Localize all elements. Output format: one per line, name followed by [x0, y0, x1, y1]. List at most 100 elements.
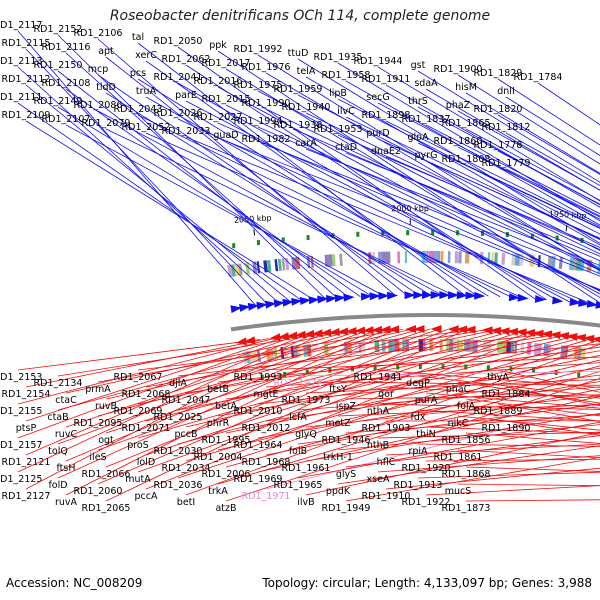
forward-gene-label: RD1_1808	[442, 154, 491, 165]
reverse-gene-label: thiN	[416, 429, 436, 440]
reverse-gene-label: pccB	[175, 429, 198, 440]
reverse-gene-label: RD1_1972	[274, 378, 323, 389]
outer-tick-mark	[530, 233, 534, 239]
reverse-gene-label: nthB	[367, 440, 389, 451]
reverse-gene-label: mgtE	[253, 389, 278, 400]
reverse-gene-arrow	[481, 326, 493, 335]
reverse-leader-line	[145, 331, 521, 456]
reverse-leader-line	[17, 333, 314, 473]
forward-leader-line	[497, 78, 600, 146]
forward-gene-arrow	[317, 295, 329, 304]
reverse-gene-label: RD1_1903	[362, 423, 411, 434]
map-title: Roseobacter denitrificans OCh 114, compl…	[109, 8, 491, 24]
reverse-gene-label: betB	[207, 384, 229, 395]
forward-leader-line	[137, 114, 512, 298]
reverse-leader-line	[377, 431, 600, 439]
forward-leader-line	[385, 156, 600, 248]
forward-leader-line	[97, 38, 396, 296]
reverse-leader-line	[305, 395, 600, 428]
forward-gene-label: RD1_2062	[162, 54, 211, 65]
forward-gene-arrow	[586, 299, 599, 308]
forward-leader-line	[65, 52, 338, 299]
reverse-leader-line	[145, 332, 539, 490]
reverse-gene-arrow	[447, 325, 459, 334]
reverse-leader-line	[385, 420, 600, 422]
forward-gene-label: RD1_2106	[74, 28, 123, 39]
forward-leader-line	[137, 42, 466, 296]
forward-leader-line	[257, 90, 600, 271]
reverse-leader-line	[465, 432, 600, 444]
forward-leader-line	[425, 160, 600, 239]
forward-gene-arrow	[265, 300, 277, 309]
reverse-gene-arrow	[328, 327, 340, 336]
reverse-leader-line	[57, 329, 386, 479]
forward-gene-label: RD1_1935	[314, 52, 363, 63]
forward-leader-line	[265, 144, 600, 277]
forward-gene-label: RD1_1812	[482, 122, 531, 133]
forward-gene-label: RD1_2041	[154, 72, 203, 83]
outer-track-feature	[458, 251, 462, 264]
reverse-gene-label: RD1_1995	[202, 435, 251, 446]
reverse-gene-label: fdx	[411, 412, 426, 423]
reverse-gene-arrow	[591, 335, 600, 344]
forward-leader-line	[465, 92, 600, 174]
reverse-leader-line	[465, 466, 600, 472]
scale-label: 2050 kbp	[234, 213, 272, 225]
forward-leader-line	[337, 98, 600, 235]
inner-tick-mark	[532, 368, 536, 374]
forward-gene-label: RD1_1959	[274, 84, 323, 95]
reverse-gene-label: ruvC	[55, 429, 78, 440]
outer-track-feature	[310, 255, 314, 268]
outer-track-feature	[519, 253, 524, 266]
reverse-leader-line	[105, 328, 431, 434]
reverse-gene-arrow	[294, 330, 307, 339]
outer-tick-mark	[381, 230, 385, 236]
reverse-gene-arrow	[490, 326, 502, 335]
reverse-leader-line	[385, 467, 600, 490]
forward-leader-line	[257, 126, 600, 275]
forward-gene-label: purD	[366, 128, 389, 139]
reverse-gene-label: RD1_1993	[234, 372, 283, 383]
reverse-gene-label: RD1_2012	[242, 423, 291, 434]
forward-gene-label: RD1_1975	[234, 80, 283, 91]
reverse-leader-line	[17, 335, 296, 439]
forward-gene-label: dnlI	[497, 86, 515, 97]
reverse-leader-line	[425, 485, 600, 496]
forward-gene-label: RD1_1976	[242, 62, 291, 73]
reverse-leader-line	[417, 471, 600, 479]
inner-tick-mark	[396, 364, 400, 370]
reverse-gene-label: RD1_2121	[2, 457, 51, 468]
forward-gene-label: RD1_1958	[322, 70, 371, 81]
forward-leader-line	[65, 88, 361, 298]
reverse-gene-label: phaC	[446, 384, 471, 395]
outer-tick-mark	[356, 231, 360, 237]
inner-track-feature	[547, 344, 552, 357]
outer-track-feature	[551, 256, 556, 269]
forward-gene-label: pyrG	[415, 150, 438, 161]
forward-gene-arrow	[387, 291, 399, 300]
reverse-leader-line	[465, 398, 600, 417]
outer-track-feature	[547, 255, 553, 269]
forward-gene-label: RD1_1779	[482, 158, 531, 169]
outer-track-feature	[284, 257, 290, 271]
reverse-gene-label: lolD	[137, 457, 155, 468]
reverse-leader-line	[185, 343, 600, 496]
forward-gene-arrow	[508, 293, 521, 302]
reverse-gene-label: RD1_2066	[82, 469, 131, 480]
reverse-gene-label: RD1_2157	[0, 440, 42, 451]
forward-gene-label: RD1_1837	[402, 114, 451, 125]
reverse-gene-label: RD1_1910	[362, 491, 411, 502]
forward-gene-arrow	[299, 297, 312, 305]
reverse-gene-arrow	[345, 326, 357, 335]
genome-backbone	[230, 313, 600, 332]
outer-track-feature	[397, 251, 401, 264]
reverse-leader-line	[137, 330, 494, 405]
outer-track-feature	[454, 251, 459, 264]
inner-track-feature	[536, 343, 542, 356]
reverse-gene-label: RD1_1973	[282, 395, 331, 406]
reverse-gene-label: ilvB	[297, 497, 314, 508]
reverse-gene-label: RD1_1964	[234, 440, 283, 451]
reverse-gene-label: RD1_2125	[0, 474, 42, 485]
forward-gene-label: RD1_1944	[354, 56, 403, 67]
